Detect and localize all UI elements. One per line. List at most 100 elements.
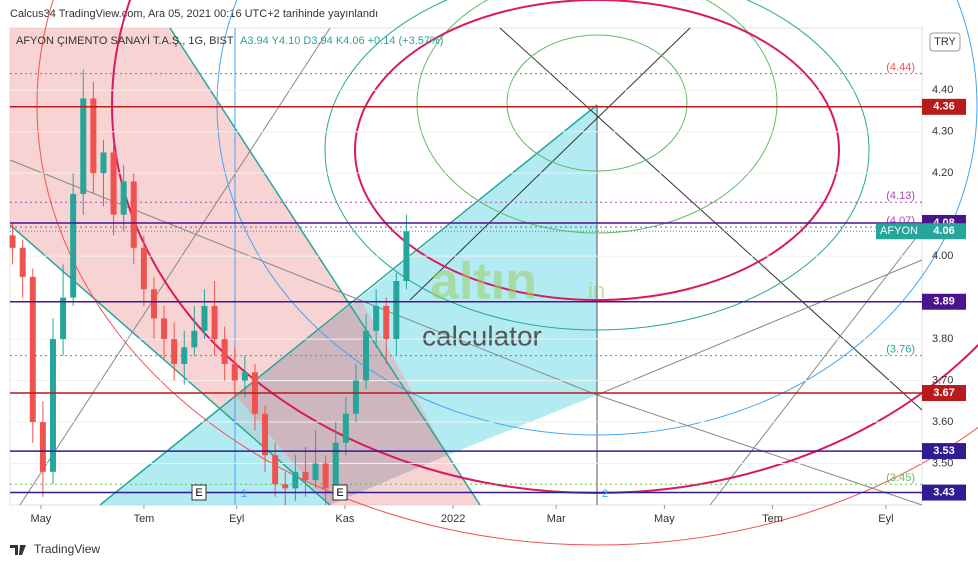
published: Calcus34 TradingView.com, Ara 05, 2021 0… <box>10 8 378 20</box>
x-tick-label: Tem <box>762 513 783 525</box>
arc <box>354 0 840 301</box>
candle-body <box>221 339 228 364</box>
y-tick-label: 3.50 <box>932 457 953 469</box>
y-tick-label: 4.00 <box>932 250 953 262</box>
currency: TRY <box>934 36 956 48</box>
candle-body <box>80 98 87 194</box>
candle-body <box>49 339 56 472</box>
fan-line <box>596 394 923 506</box>
footer: TradingView <box>34 542 100 556</box>
candle-body <box>171 339 178 364</box>
level-label: 3.43 <box>933 486 954 498</box>
event-box <box>191 484 207 501</box>
last-price-tag <box>922 223 966 240</box>
candle-body <box>342 413 349 443</box>
candle-body <box>262 413 269 456</box>
level-label: 3.89 <box>933 296 954 308</box>
candle-body <box>201 305 208 331</box>
dashed-level-label: (3.45) <box>886 472 915 484</box>
event-box <box>332 484 348 501</box>
currency-box[interactable] <box>929 32 961 52</box>
candle-body <box>393 281 400 340</box>
level-tag <box>922 98 966 115</box>
drawings <box>9 0 978 546</box>
candle-body <box>322 463 329 489</box>
fib-marker: 1 <box>241 488 247 500</box>
logo <box>10 545 26 555</box>
y-tick-label: 4.30 <box>932 126 953 138</box>
candle-body <box>39 422 46 472</box>
candle-body <box>19 247 26 277</box>
candle-body <box>282 484 289 489</box>
last-price-label: 4.06 <box>933 225 954 237</box>
candle-body <box>231 363 238 381</box>
dashed-level-label: (3.76) <box>886 344 915 356</box>
y-tick-label: 4.40 <box>932 84 953 96</box>
level-tag <box>922 385 966 402</box>
event-marker: E <box>336 487 343 499</box>
arc <box>324 0 870 331</box>
y-tick-label: 4.20 <box>932 167 953 179</box>
y-tick-label: 3.80 <box>932 333 953 345</box>
y-tick-label: 3.70 <box>932 374 953 386</box>
level-label: 3.67 <box>933 387 954 399</box>
candle-body <box>302 471 309 481</box>
candle-body <box>9 235 16 248</box>
candle-body <box>140 247 147 290</box>
candle-body <box>211 305 218 340</box>
level-label: 3.53 <box>933 445 954 457</box>
candle-body <box>120 181 127 215</box>
arc <box>506 34 688 172</box>
candle-body <box>29 276 36 423</box>
candle-body <box>191 330 198 348</box>
fan-line <box>99 104 598 506</box>
symbol-label: AFYON <box>880 225 918 237</box>
fan-line <box>499 27 923 411</box>
candle-body <box>60 297 67 340</box>
markers: E E 1 2 <box>191 484 608 501</box>
x-tick-label: Eyl <box>878 513 893 525</box>
arc <box>216 0 978 436</box>
x-tick-label: Mar <box>547 513 566 525</box>
event-marker: E <box>195 487 202 499</box>
candle-body <box>70 193 77 298</box>
candle-body <box>373 305 380 331</box>
candle-body <box>241 372 248 381</box>
dashed-level-label: (4.44) <box>886 62 915 74</box>
x-tick-label: Eyl <box>229 513 244 525</box>
candle-body <box>181 347 188 364</box>
candle-body <box>332 442 339 489</box>
level-tag <box>922 443 966 460</box>
x-tick-label: May <box>654 513 675 525</box>
candle-body <box>292 471 299 489</box>
x-tick-label: May <box>31 513 52 525</box>
fan-line <box>409 27 691 301</box>
dashed-level-label: (4.13) <box>886 190 915 202</box>
ohlc: A3.94 Y4.10 D3.94 K4.06 +0.14 (+3.57%) <box>240 35 443 47</box>
arc <box>36 0 978 546</box>
candle-body <box>130 181 137 248</box>
y-tick-label: 3.60 <box>932 416 953 428</box>
overlap-fill <box>235 298 448 505</box>
candle-body <box>110 152 117 215</box>
level-tag <box>922 293 966 310</box>
fan-line <box>709 229 923 506</box>
chart-title: AFYON ÇIMENTO SANAYİ T.A.Ş., 1G, BIST <box>16 34 234 47</box>
level-label: 4.36 <box>933 101 954 113</box>
candle-body <box>403 231 410 282</box>
candle-body <box>312 463 319 481</box>
candle-body <box>383 305 390 340</box>
x-tick-label: 2022 <box>441 513 465 525</box>
candle-body <box>100 152 107 174</box>
candle-body <box>150 289 157 319</box>
candle-body <box>363 330 370 381</box>
fib-marker: 2 <box>602 488 608 500</box>
candle-body <box>90 98 97 174</box>
symbol-tag <box>876 223 922 240</box>
fan-line <box>596 259 923 396</box>
level-tag <box>922 484 966 501</box>
fan-line <box>9 159 598 396</box>
x-tick-label: Kas <box>335 513 354 525</box>
